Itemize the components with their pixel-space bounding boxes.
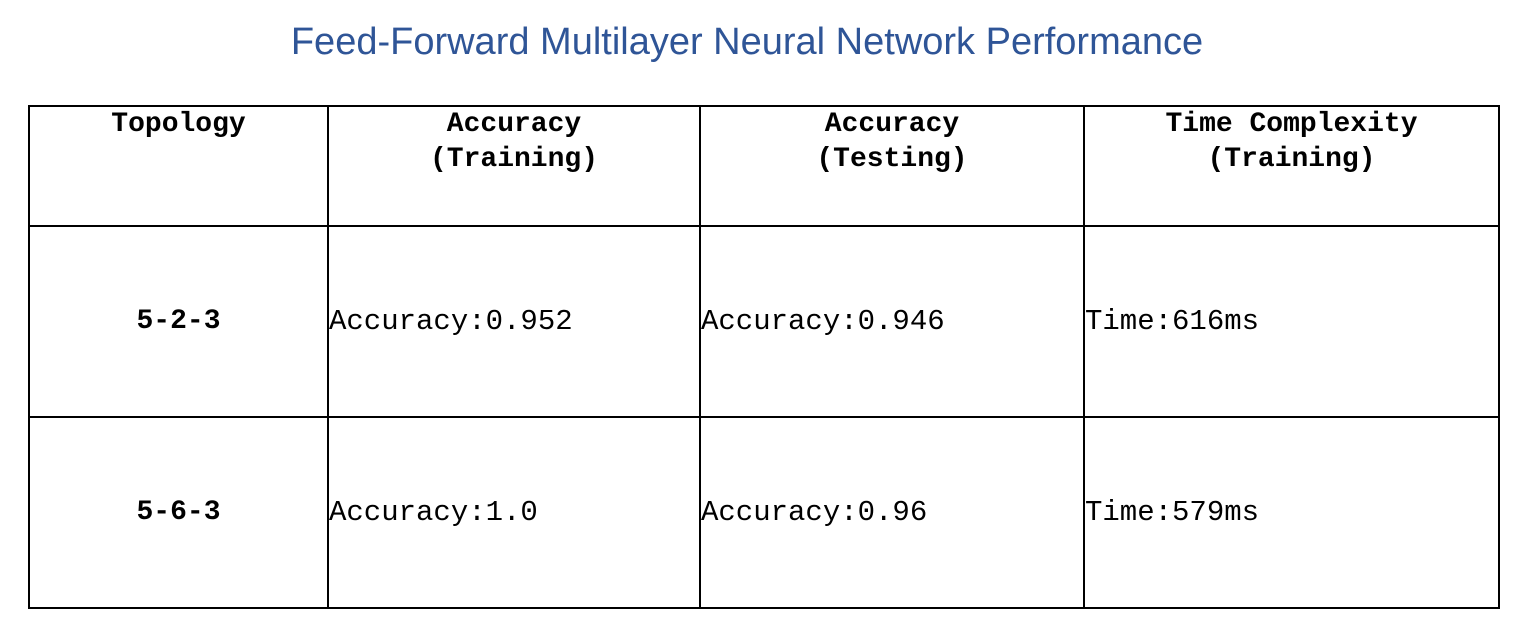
testing-accuracy-cell: Accuracy:0.96 [699,416,1085,609]
header-testing-accuracy-line1: Accuracy [824,109,960,140]
table-row: 5-6-3 Accuracy:1.0 Accuracy:0.96 Time:57… [28,416,1500,609]
topology-cell: 5-2-3 [28,225,329,418]
header-topology-label: Topology [111,109,246,140]
testing-accuracy-cell: Accuracy:0.946 [699,225,1085,418]
header-time-complexity-line2: (Training) [1207,144,1376,175]
header-training-accuracy-line2: (Training) [429,144,599,175]
performance-table: Topology Accuracy (Training) Accuracy (T… [28,105,1500,609]
document-title: Feed-Forward Multilayer Neural Network P… [290,21,1204,63]
header-testing-accuracy-line2: (Testing) [816,144,968,175]
table-header-row: Topology Accuracy (Training) Accuracy (T… [28,105,1500,227]
training-time-cell: Time:579ms [1083,416,1500,609]
training-time-cell: Time:616ms [1083,225,1500,418]
header-time-complexity-line1: Time Complexity [1165,109,1418,140]
header-time-complexity: Time Complexity (Training) [1083,105,1500,227]
header-testing-accuracy: Accuracy (Testing) [699,105,1085,227]
topology-cell: 5-6-3 [28,416,329,609]
header-training-accuracy: Accuracy (Training) [327,105,701,227]
training-accuracy-cell: Accuracy:0.952 [327,225,701,418]
header-training-accuracy-line1: Accuracy [446,109,582,140]
training-accuracy-cell: Accuracy:1.0 [327,416,701,609]
table-row: 5-2-3 Accuracy:0.952 Accuracy:0.946 Time… [28,225,1500,418]
header-topology: Topology [28,105,329,227]
